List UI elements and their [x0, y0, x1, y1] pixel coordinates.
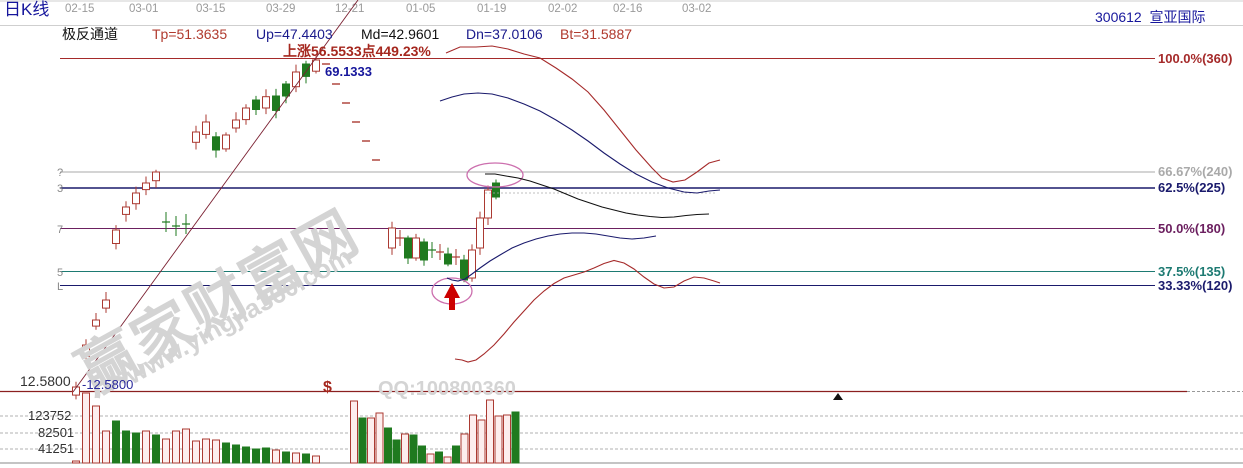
svg-text:01-19: 01-19	[477, 3, 506, 15]
svg-text:03-15: 03-15	[196, 3, 225, 15]
svg-text:?: ?	[57, 167, 63, 179]
svg-text:02-16: 02-16	[613, 3, 642, 15]
svg-text:03-29: 03-29	[266, 3, 295, 15]
svg-text:L: L	[57, 281, 63, 293]
svg-text:3: 3	[57, 183, 63, 195]
svg-text:03-02: 03-02	[682, 3, 711, 15]
svg-text:12-21: 12-21	[335, 3, 364, 15]
svg-text:02-02: 02-02	[548, 3, 577, 15]
svg-text:7: 7	[57, 224, 63, 236]
svg-text:02-15: 02-15	[65, 3, 94, 15]
svg-text:01-05: 01-05	[406, 3, 435, 15]
svg-text:03-01: 03-01	[129, 3, 158, 15]
svg-text:66.67%(240): 66.67%(240)	[1158, 164, 1232, 179]
svg-text:33.33%(120): 33.33%(120)	[1158, 278, 1232, 293]
svg-text:5: 5	[57, 267, 63, 279]
svg-text:50.0%(180): 50.0%(180)	[1158, 221, 1225, 236]
svg-text:37.5%(135): 37.5%(135)	[1158, 264, 1225, 279]
svg-text:100.0%(360): 100.0%(360)	[1158, 51, 1232, 66]
svg-text:62.5%(225): 62.5%(225)	[1158, 180, 1225, 195]
